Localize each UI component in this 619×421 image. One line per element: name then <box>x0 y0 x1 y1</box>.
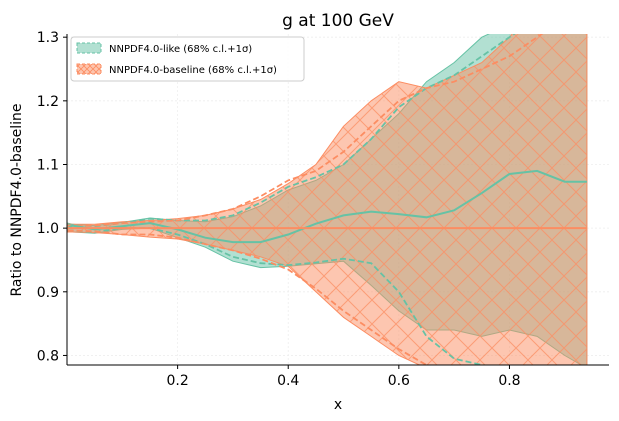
legend-entry: NNPDF4.0-baseline (68% c.l.+1σ) <box>76 63 277 76</box>
plot-area <box>67 34 588 365</box>
legend-label: NNPDF4.0-baseline (68% c.l.+1σ) <box>109 65 277 76</box>
legend-swatch-hatch <box>76 63 102 75</box>
y-tick-label: 1.3 <box>37 30 59 46</box>
x-tick-label: 0.8 <box>498 373 520 389</box>
x-tick-label: 0.4 <box>277 373 299 389</box>
bands <box>67 34 588 365</box>
x-axis-label: x <box>334 397 342 413</box>
legend-frame <box>70 36 305 82</box>
y-ticks: 0.8 0.9 1.0 1.1 1.2 1.3 <box>37 30 67 364</box>
uncertainty-band-hatch <box>67 34 587 365</box>
x-tick-label: 0.2 <box>166 373 188 389</box>
legend-entry: NNPDF4.0-like (68% c.l.+1σ) <box>76 42 252 55</box>
y-axis-label: Ratio to NNPDF4.0-baseline <box>9 103 25 296</box>
central-line <box>67 169 587 244</box>
legend: NNPDF4.0-like (68% c.l.+1σ) NNPDF4.0-bas… <box>70 36 305 82</box>
x-ticks: 0.2 0.4 0.6 0.8 <box>166 365 521 389</box>
y-tick-label: 0.9 <box>37 285 59 301</box>
y-tick-label: 0.8 <box>37 348 59 364</box>
dashed-lower-bound <box>67 229 435 365</box>
y-tick-label: 1.0 <box>37 221 59 237</box>
legend-swatch <box>76 42 102 54</box>
y-tick-label: 1.1 <box>37 157 59 173</box>
y-tick-label: 1.2 <box>37 94 59 110</box>
x-tick-label: 0.6 <box>388 373 410 389</box>
central-lines <box>67 169 587 244</box>
dashed-upper-bound <box>67 34 544 227</box>
legend-label: NNPDF4.0-like (68% c.l.+1σ) <box>109 44 252 55</box>
chart-title: g at 100 GeV <box>282 11 394 31</box>
dashed-upper-bound <box>67 34 516 228</box>
